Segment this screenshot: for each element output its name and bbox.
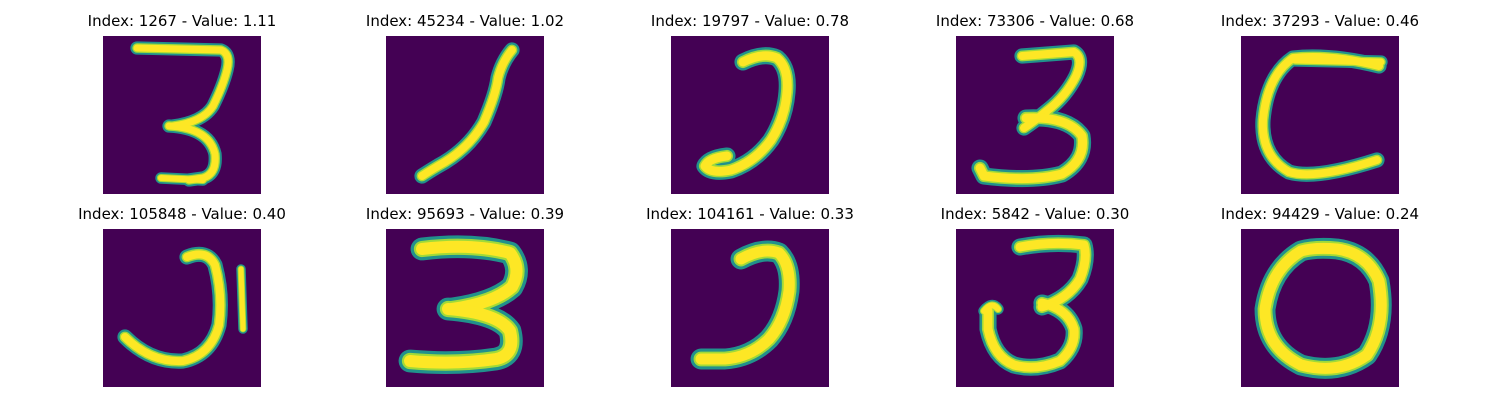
digit-image [671, 229, 829, 387]
digit-stroke [418, 46, 516, 180]
digit-stroke [133, 44, 232, 130]
digit-image [103, 36, 261, 194]
digit-stroke-svg [1241, 36, 1399, 194]
digit-stroke-svg [956, 36, 1114, 194]
digit-image [386, 36, 544, 194]
digit-stroke-svg [103, 229, 261, 387]
digit-image [956, 229, 1114, 387]
digit-image [386, 229, 544, 387]
digit-stroke [158, 175, 206, 183]
digit-image [956, 36, 1114, 194]
digit-stroke [981, 302, 1001, 314]
panel-title: Index: 94429 - Value: 0.24 [1220, 205, 1420, 223]
digit-stroke [983, 298, 1079, 372]
digit-image [103, 229, 261, 387]
panel-title: Index: 5842 - Value: 0.30 [940, 205, 1130, 223]
panel-title: Index: 104161 - Value: 0.33 [646, 205, 854, 223]
digit-stroke [1291, 56, 1385, 66]
digit-stroke [1259, 242, 1387, 374]
digit-image [671, 36, 829, 194]
digit-stroke [121, 250, 225, 366]
digit-stroke-svg [1241, 229, 1399, 387]
digit-stroke [165, 122, 219, 184]
digit-stroke-svg [386, 36, 544, 194]
digit-stroke [695, 245, 795, 365]
panel-title: Index: 37293 - Value: 0.46 [1220, 12, 1420, 30]
digit-stroke-svg [103, 36, 261, 194]
panel-title: Index: 95693 - Value: 0.39 [365, 205, 565, 223]
digit-stroke-svg [956, 229, 1114, 387]
panel-title: Index: 105848 - Value: 0.40 [78, 205, 286, 223]
image-background [386, 36, 544, 194]
digit-stroke-svg [671, 36, 829, 194]
panel-title: Index: 45234 - Value: 1.02 [365, 12, 565, 30]
digit-image [1241, 36, 1399, 194]
digit-stroke [1015, 238, 1090, 312]
image-background [103, 36, 261, 194]
panel-title: Index: 1267 - Value: 1.11 [87, 12, 277, 30]
digit-stroke [238, 266, 246, 332]
panel-title: Index: 73306 - Value: 0.68 [935, 12, 1135, 30]
digit-stroke [700, 51, 792, 176]
panel-title: Index: 19797 - Value: 0.78 [650, 12, 850, 30]
digit-stroke [404, 303, 518, 369]
digit-stroke-svg [386, 229, 544, 387]
digit-stroke [975, 113, 1088, 184]
digit-stroke [416, 240, 523, 315]
digit-image [1241, 229, 1399, 387]
digit-stroke-svg [671, 229, 829, 387]
